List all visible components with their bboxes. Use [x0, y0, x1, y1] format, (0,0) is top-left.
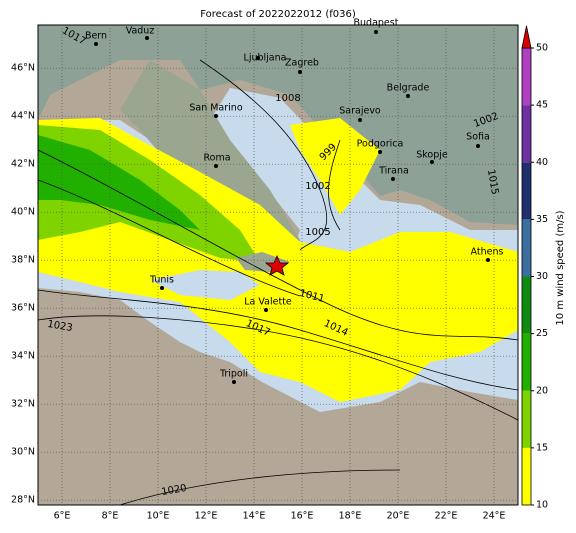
city-label: Ljubljana: [244, 53, 287, 64]
colorbar-segment: [522, 447, 531, 505]
title: Forecast of 2022022012 (f036): [200, 9, 356, 20]
isobar-label: 1002: [305, 181, 330, 192]
city-label: Tripoli: [219, 369, 248, 380]
city-label: Podgorica: [357, 139, 404, 150]
lon-tick-label: 10°E: [147, 511, 170, 522]
city-label: Skopje: [416, 150, 448, 161]
city-dot: [358, 118, 362, 122]
lon-tick-label: 14°E: [243, 511, 266, 522]
isobar-label: 1020: [161, 483, 188, 498]
lon-tick-label: 6°E: [54, 511, 71, 522]
lat-tick-label: 36°N: [11, 303, 35, 314]
city-label: Bern: [85, 31, 107, 42]
lon-tick-label: 18°E: [339, 511, 362, 522]
city-dot: [374, 30, 378, 34]
lat-tick-label: 30°N: [11, 447, 35, 458]
lon-tick-label: 16°E: [291, 511, 314, 522]
lat-tick-label: 34°N: [11, 351, 35, 362]
city-label: Sofia: [466, 132, 490, 143]
city-dot: [391, 177, 395, 181]
city-dot: [256, 56, 260, 60]
city-dot: [298, 70, 302, 74]
colorbar-segment: [522, 48, 531, 106]
colorbar-tick-label: 50: [536, 43, 548, 54]
colorbar-tick-label: 25: [536, 328, 548, 339]
city-dot: [378, 150, 382, 154]
lat-tick-label: 32°N: [11, 399, 35, 410]
city-label: Budapest: [354, 18, 399, 29]
city-label: La Valette: [244, 297, 292, 308]
city-dot: [486, 258, 490, 262]
isobar-label: 1005: [305, 227, 330, 238]
lon-tick-label: 22°E: [435, 511, 458, 522]
colorbar-tick-label: 40: [536, 157, 548, 168]
city-dot: [145, 36, 149, 40]
city-label: Athens: [471, 247, 504, 258]
city-label: Zagreb: [285, 58, 319, 69]
city-dot: [264, 308, 268, 312]
colorbar-segment: [522, 219, 531, 277]
lat-tick-label: 28°N: [11, 495, 35, 506]
isobar-label: 1023: [46, 319, 73, 334]
colorbar-segment: [522, 162, 531, 220]
colorbar-tick-label: 20: [536, 385, 548, 396]
isobar-label: 1008: [275, 93, 300, 104]
city-label: Roma: [203, 153, 230, 164]
lon-tick-label: 20°E: [387, 511, 410, 522]
lat-tick-label: 42°N: [11, 159, 35, 170]
lat-tick-label: 40°N: [11, 207, 35, 218]
city-label: Tunis: [149, 275, 174, 286]
city-label: Sarajevo: [339, 106, 381, 117]
colorbar-tick-label: 45: [536, 100, 548, 111]
city-dot: [406, 94, 410, 98]
city-label: Tirana: [378, 166, 409, 177]
colorbar-tick-label: 35: [536, 214, 548, 225]
colorbar-tick-label: 10: [536, 500, 548, 511]
lat-tick-label: 38°N: [11, 255, 35, 266]
colorbar-segment: [522, 333, 531, 391]
lon-tick-label: 24°E: [483, 511, 506, 522]
city-label: Vaduz: [126, 26, 155, 37]
city-dot: [430, 160, 434, 164]
city-dot: [94, 42, 98, 46]
colorbar-extend: [521, 25, 532, 49]
city-label: San Marino: [189, 103, 242, 114]
isobar-label: 1015: [485, 169, 500, 196]
city-dot: [214, 114, 218, 118]
city-dot: [476, 144, 480, 148]
lon-tick-label: 8°E: [102, 511, 119, 522]
lat-tick-label: 46°N: [11, 63, 35, 74]
colorbar-tick-label: 15: [536, 442, 548, 453]
city-dot: [214, 164, 218, 168]
colorbar-tick-label: 30: [536, 271, 548, 282]
colorbar-label: 10 m wind speed (m/s): [555, 210, 566, 325]
lat-tick-label: 44°N: [11, 111, 35, 122]
city-dot: [160, 286, 164, 290]
colorbar-segment: [522, 276, 531, 334]
city-dot: [232, 380, 236, 384]
colorbar-segment: [522, 390, 531, 448]
map-frame: [37, 24, 519, 506]
lon-tick-label: 12°E: [195, 511, 218, 522]
colorbar-segment: [522, 105, 531, 163]
city-label: Belgrade: [387, 83, 430, 94]
